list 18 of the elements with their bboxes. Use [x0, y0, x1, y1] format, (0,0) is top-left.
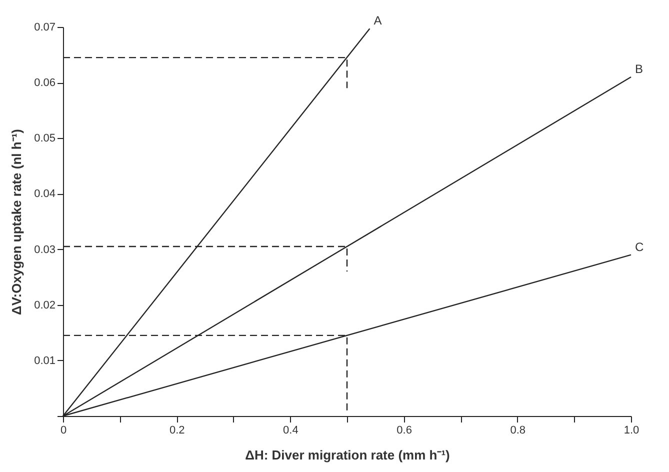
x-tick-label: 0 [60, 424, 67, 436]
y-tick-label: 0.05 [34, 132, 56, 145]
y-tick-label: 0.06 [34, 77, 56, 90]
y-axis-title: ΔV:Oxygen uptake rate (nl h⁻¹) [9, 129, 24, 315]
x-tick-label: 1.0 [624, 424, 640, 436]
series-label: B [635, 62, 644, 76]
x-tick-label: 0.6 [396, 424, 412, 436]
y-tick-label: 0.07 [34, 22, 56, 34]
y-tick-label: 0.03 [34, 244, 56, 256]
x-tick-label: 0.4 [283, 424, 298, 436]
x-tick-label: 0.2 [169, 424, 185, 436]
x-axis-title: ΔH: Diver migration rate (mm h⁻¹) [245, 448, 450, 462]
series-label: A [374, 14, 382, 28]
y-tick-label: 0.04 [34, 188, 56, 200]
y-tick-label: 0.02 [34, 299, 56, 312]
series-label: C [635, 240, 644, 254]
x-tick-label: 0.8 [510, 424, 526, 436]
y-tick-label: 0.01 [34, 354, 56, 367]
